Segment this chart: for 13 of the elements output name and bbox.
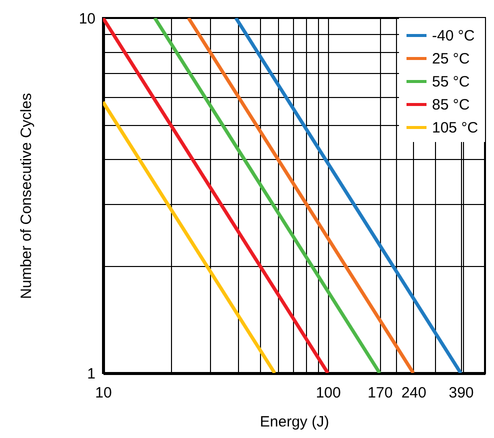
x-tick-label: 10 [95, 384, 112, 402]
legend-label: 25 °C [432, 50, 470, 68]
x-tick-label: 100 [316, 384, 341, 402]
legend-label: 105 °C [432, 120, 478, 136]
x-axis-title: Energy (J) [260, 414, 330, 430]
y-tick-label: 1 [87, 366, 96, 382]
x-tick-label: 240 [401, 384, 426, 402]
legend-label: 55 °C [432, 74, 470, 90]
legend-label: 85 °C [432, 96, 470, 114]
x-tick-label: 170 [368, 384, 393, 402]
x-tick-label: 390 [448, 384, 474, 402]
y-axis-title: Number of Consecutive Cycles [18, 93, 35, 299]
legend-label: -40 °C [432, 28, 475, 44]
